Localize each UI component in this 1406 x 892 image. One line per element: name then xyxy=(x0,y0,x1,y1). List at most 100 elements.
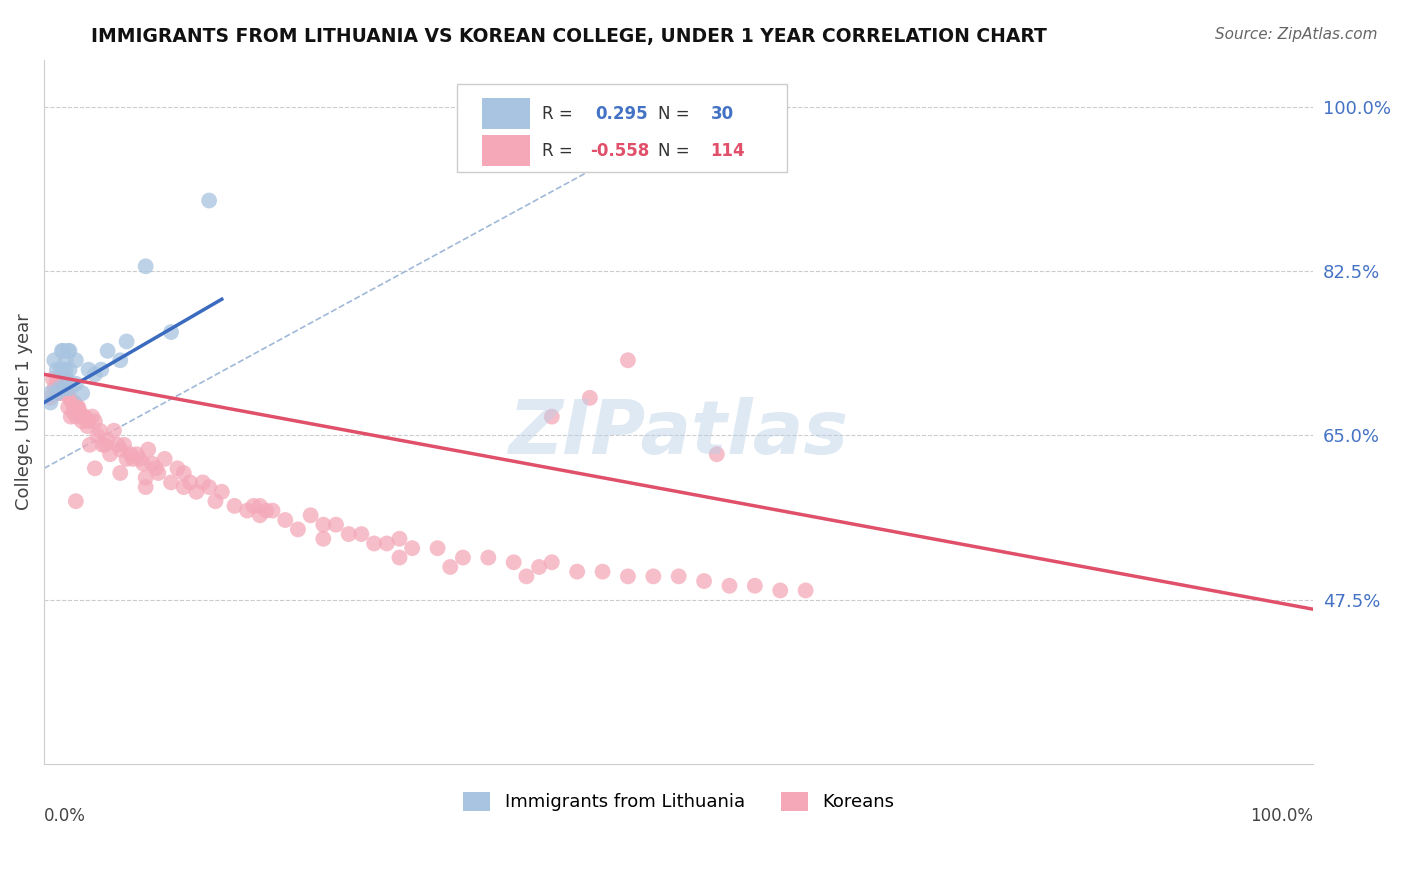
Point xyxy=(312,532,335,546)
Point xyxy=(83,368,105,382)
Point xyxy=(56,386,79,401)
Point xyxy=(39,395,62,409)
Point xyxy=(617,353,640,368)
Point xyxy=(706,447,728,461)
Point xyxy=(145,461,167,475)
Point xyxy=(540,555,562,569)
Text: 100.0%: 100.0% xyxy=(1250,806,1313,824)
Point xyxy=(579,391,602,405)
Point xyxy=(45,386,67,401)
Point xyxy=(451,550,474,565)
Point xyxy=(39,386,62,401)
Point xyxy=(44,353,66,368)
Text: -0.558: -0.558 xyxy=(591,142,650,160)
Point xyxy=(45,362,67,376)
Point xyxy=(44,381,66,395)
Point xyxy=(65,494,87,508)
Point xyxy=(515,569,537,583)
Point xyxy=(388,532,411,546)
Point xyxy=(401,541,423,556)
Point xyxy=(59,409,82,424)
Point xyxy=(668,569,690,583)
Point xyxy=(65,353,87,368)
Text: R =: R = xyxy=(541,142,578,160)
Point xyxy=(132,457,155,471)
Point xyxy=(794,583,817,598)
Point xyxy=(179,475,201,490)
Point xyxy=(77,414,100,428)
Point xyxy=(477,550,499,565)
Point xyxy=(744,579,766,593)
Point xyxy=(83,461,105,475)
Point xyxy=(236,503,259,517)
Point xyxy=(73,409,96,424)
Point xyxy=(51,386,73,401)
Point xyxy=(52,376,75,391)
Y-axis label: College, Under 1 year: College, Under 1 year xyxy=(15,314,32,510)
Point xyxy=(211,484,233,499)
Point xyxy=(53,381,76,395)
Point xyxy=(110,466,132,480)
Point xyxy=(86,428,108,442)
Text: 30: 30 xyxy=(710,104,734,123)
Point xyxy=(166,461,188,475)
Point xyxy=(42,372,65,386)
Point xyxy=(718,579,741,593)
Point xyxy=(439,560,461,574)
Point xyxy=(45,372,67,386)
Point xyxy=(299,508,322,523)
Point xyxy=(110,353,132,368)
Point xyxy=(160,475,183,490)
Point xyxy=(98,447,121,461)
Point xyxy=(242,499,264,513)
Point xyxy=(46,386,69,401)
Point xyxy=(83,414,105,428)
Point xyxy=(565,565,588,579)
Point xyxy=(58,362,80,376)
Point xyxy=(135,471,157,485)
Point xyxy=(110,442,132,457)
Point xyxy=(274,513,297,527)
Point xyxy=(375,536,398,550)
Text: ZIPatlas: ZIPatlas xyxy=(509,397,849,469)
Point xyxy=(136,442,159,457)
Point xyxy=(107,438,129,452)
Legend: Immigrants from Lithuania, Koreans: Immigrants from Lithuania, Koreans xyxy=(456,785,901,819)
Point xyxy=(173,466,195,480)
Point xyxy=(426,541,449,556)
Point xyxy=(312,517,335,532)
Point xyxy=(97,433,120,447)
Point xyxy=(198,480,221,494)
Point xyxy=(52,343,75,358)
Point xyxy=(70,386,93,401)
Point xyxy=(48,381,70,395)
Point xyxy=(90,362,112,376)
Point xyxy=(103,424,125,438)
Text: R =: R = xyxy=(541,104,578,123)
Point xyxy=(502,555,524,569)
Text: N =: N = xyxy=(658,104,695,123)
Point xyxy=(79,438,101,452)
Point xyxy=(249,508,271,523)
Point xyxy=(65,376,87,391)
Point xyxy=(63,395,86,409)
Point xyxy=(769,583,792,598)
Point xyxy=(58,391,80,405)
Point xyxy=(55,362,77,376)
Point xyxy=(249,499,271,513)
Point xyxy=(77,362,100,376)
Point xyxy=(540,409,562,424)
Point xyxy=(191,475,214,490)
Text: Source: ZipAtlas.com: Source: ZipAtlas.com xyxy=(1215,27,1378,42)
Point xyxy=(254,503,277,517)
Text: 0.0%: 0.0% xyxy=(44,806,86,824)
Point xyxy=(56,372,79,386)
Point xyxy=(58,343,80,358)
Point xyxy=(287,522,309,536)
Point xyxy=(693,574,716,588)
Point xyxy=(91,438,114,452)
Point xyxy=(262,503,284,517)
Point xyxy=(592,565,614,579)
Point xyxy=(49,362,72,376)
Point xyxy=(112,438,135,452)
